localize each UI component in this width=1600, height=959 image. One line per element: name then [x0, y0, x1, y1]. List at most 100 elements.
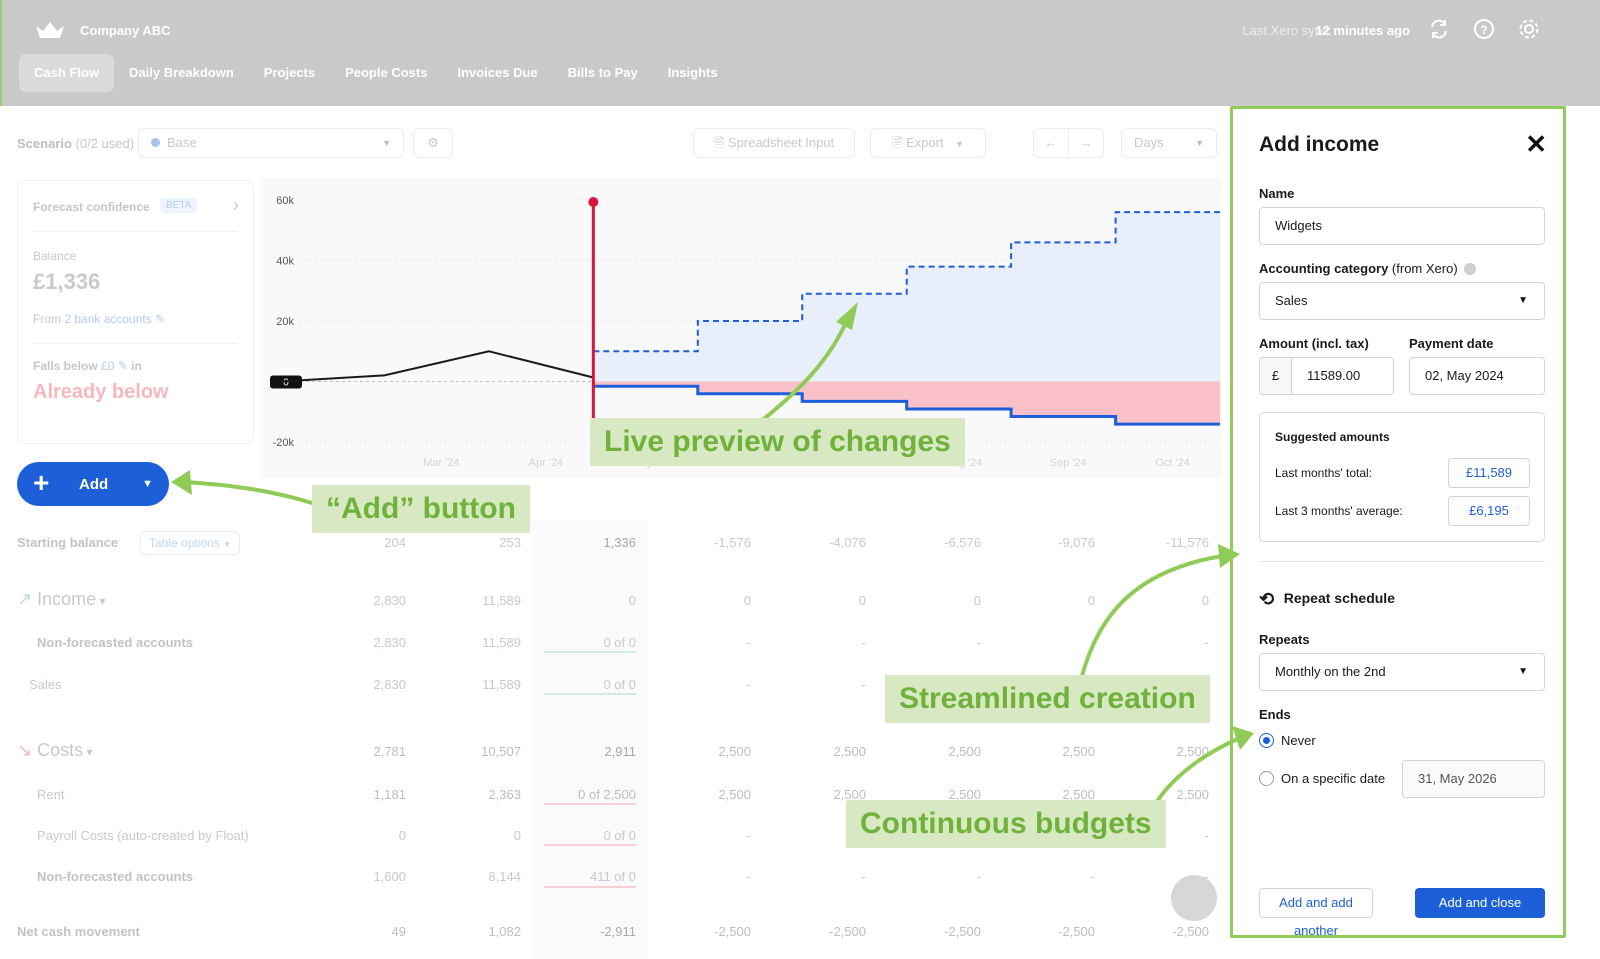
- table-cell[interactable]: 2,830: [373, 593, 406, 608]
- specific-date-label[interactable]: On a specific date: [1281, 771, 1386, 786]
- table-cell[interactable]: 2,500: [833, 787, 866, 802]
- table-cell[interactable]: -: [1204, 635, 1209, 650]
- table-cell[interactable]: 411 of 0: [589, 869, 636, 884]
- table-cell[interactable]: 2,500: [1062, 744, 1095, 759]
- table-cell[interactable]: -: [746, 869, 751, 884]
- table-cell[interactable]: -: [746, 677, 751, 692]
- table-cell[interactable]: 11,589: [482, 635, 521, 650]
- table-cell[interactable]: 1,082: [488, 924, 521, 939]
- table-cell[interactable]: 0 of 2,500: [578, 787, 636, 802]
- table-cell[interactable]: 0: [513, 828, 521, 843]
- table-cell[interactable]: -: [1204, 869, 1209, 884]
- table-cell[interactable]: 11,589: [482, 593, 521, 608]
- table-cell[interactable]: 1,336: [603, 535, 636, 550]
- tab-bills-to-pay[interactable]: Bills to Pay: [567, 65, 638, 80]
- tab-insights[interactable]: Insights: [667, 65, 718, 80]
- row-costs[interactable]: ↘ Costs ▾ 2,781 10,507 2,911 2,500 2,500 2,500…: [17, 740, 1222, 764]
- chevron-down-icon[interactable]: ▾: [83, 745, 93, 759]
- table-cell[interactable]: 1,600: [373, 869, 406, 884]
- tab-invoices-due[interactable]: Invoices Due: [457, 65, 538, 80]
- table-cell[interactable]: -2,500: [714, 924, 751, 939]
- table-cell[interactable]: -11,576: [1165, 535, 1209, 550]
- add-and-close-button[interactable]: Add and close: [1415, 888, 1545, 918]
- table-cell[interactable]: 204: [384, 535, 406, 550]
- row-starting-balance[interactable]: Starting balance 204 253 1,336 -1,576 -4,076 -…: [17, 535, 1222, 555]
- table-cell[interactable]: 0: [743, 593, 751, 608]
- tab-people-costs[interactable]: People Costs: [345, 65, 428, 80]
- chevron-down-icon[interactable]: ▼: [142, 478, 153, 490]
- table-cell[interactable]: -1,576: [714, 535, 751, 550]
- edit-icon[interactable]: ✎: [117, 359, 128, 373]
- add-and-add-another-button[interactable]: Add and add another: [1259, 888, 1373, 938]
- row-payroll[interactable]: Payroll Costs (auto-created by Float) 0 0 0…: [17, 828, 1222, 848]
- gear-icon[interactable]: [1517, 18, 1541, 42]
- table-cell[interactable]: 2,500: [718, 744, 751, 759]
- table-cell[interactable]: 0: [858, 593, 866, 608]
- row-sales[interactable]: Sales 2,830 11,589 0 of 0 - -: [17, 677, 1222, 697]
- suggested-average-value[interactable]: £6,195: [1448, 496, 1530, 526]
- chevron-right-icon[interactable]: ›: [233, 195, 239, 215]
- table-cell[interactable]: -2,500: [1172, 924, 1209, 939]
- specific-date-radio[interactable]: [1259, 771, 1274, 786]
- suggested-last-month-value[interactable]: £11,589: [1448, 458, 1530, 488]
- table-cell[interactable]: 253: [499, 535, 521, 550]
- table-cell[interactable]: 0: [398, 828, 406, 843]
- table-cell[interactable]: 2,363: [488, 787, 521, 802]
- table-cell[interactable]: -: [861, 677, 866, 692]
- category-select[interactable]: Sales ▼: [1259, 282, 1545, 320]
- table-cell[interactable]: 2,911: [604, 744, 636, 759]
- table-cell[interactable]: 2,500: [948, 787, 981, 802]
- threshold-link[interactable]: £0: [101, 359, 115, 373]
- table-cell[interactable]: -2,911: [600, 924, 636, 939]
- table-cell[interactable]: 11,589: [482, 677, 521, 692]
- forecast-confidence-label[interactable]: Forecast confidence: [33, 200, 150, 214]
- table-cell[interactable]: 0: [973, 593, 981, 608]
- company-name[interactable]: Company ABC: [80, 23, 171, 38]
- table-cell[interactable]: 0: [628, 593, 636, 608]
- repeats-select[interactable]: Monthly on the 2nd ▼: [1259, 653, 1545, 691]
- tab-cash-flow[interactable]: Cash Flow: [19, 54, 115, 92]
- scenario-select[interactable]: Base ▼: [138, 128, 404, 158]
- table-cell[interactable]: 49: [391, 924, 406, 939]
- chevron-down-icon[interactable]: ▾: [96, 594, 106, 608]
- table-cell[interactable]: -: [1090, 635, 1095, 650]
- tab-projects[interactable]: Projects: [263, 65, 316, 80]
- table-options-button[interactable]: Table options ▼: [140, 531, 240, 555]
- period-select[interactable]: Days ▼: [1121, 128, 1217, 158]
- table-cell[interactable]: -2,500: [829, 924, 866, 939]
- table-cell[interactable]: -: [1090, 869, 1095, 884]
- table-cell[interactable]: -: [976, 635, 981, 650]
- table-cell[interactable]: -: [746, 635, 751, 650]
- refresh-icon[interactable]: [1427, 18, 1451, 42]
- scenario-settings-button[interactable]: ⚙: [413, 128, 453, 158]
- info-icon[interactable]: [1464, 263, 1477, 275]
- table-cell[interactable]: -: [861, 635, 866, 650]
- table-cell[interactable]: -2,500: [1058, 924, 1095, 939]
- table-cell[interactable]: 0 of 0: [603, 635, 636, 650]
- table-cell[interactable]: -6,576: [944, 535, 981, 550]
- table-cell[interactable]: -: [976, 869, 981, 884]
- table-cell[interactable]: -: [746, 828, 751, 843]
- end-date-input[interactable]: 31, May 2026: [1402, 760, 1545, 798]
- add-button[interactable]: + Add ▼: [17, 462, 169, 506]
- tab-daily-breakdown[interactable]: Daily Breakdown: [129, 65, 234, 80]
- table-cell[interactable]: 8,144: [488, 869, 521, 884]
- table-cell[interactable]: 0 of 0: [603, 828, 636, 843]
- edit-icon[interactable]: ✎: [155, 312, 166, 326]
- table-cell[interactable]: 2,500: [948, 744, 981, 759]
- table-cell[interactable]: 2,830: [373, 677, 406, 692]
- next-period-button[interactable]: →: [1068, 128, 1104, 158]
- amount-input[interactable]: 11589.00: [1291, 357, 1394, 395]
- bank-accounts-link[interactable]: 2 bank accounts: [64, 312, 152, 326]
- table-cell[interactable]: 0: [1087, 593, 1095, 608]
- name-input[interactable]: Widgets: [1259, 207, 1545, 245]
- table-cell[interactable]: 0 of 0: [603, 677, 636, 692]
- table-cell[interactable]: -: [861, 869, 866, 884]
- close-icon[interactable]: ✕: [1525, 129, 1547, 159]
- help-icon[interactable]: ?: [1472, 18, 1496, 42]
- previous-period-button[interactable]: ←: [1033, 128, 1069, 158]
- table-cell[interactable]: -9,076: [1058, 535, 1095, 550]
- spreadsheet-input-button[interactable]: 🗎 Spreadsheet Input: [693, 128, 855, 158]
- payment-date-input[interactable]: 02, May 2024: [1409, 357, 1545, 395]
- table-cell[interactable]: 2,500: [1176, 744, 1209, 759]
